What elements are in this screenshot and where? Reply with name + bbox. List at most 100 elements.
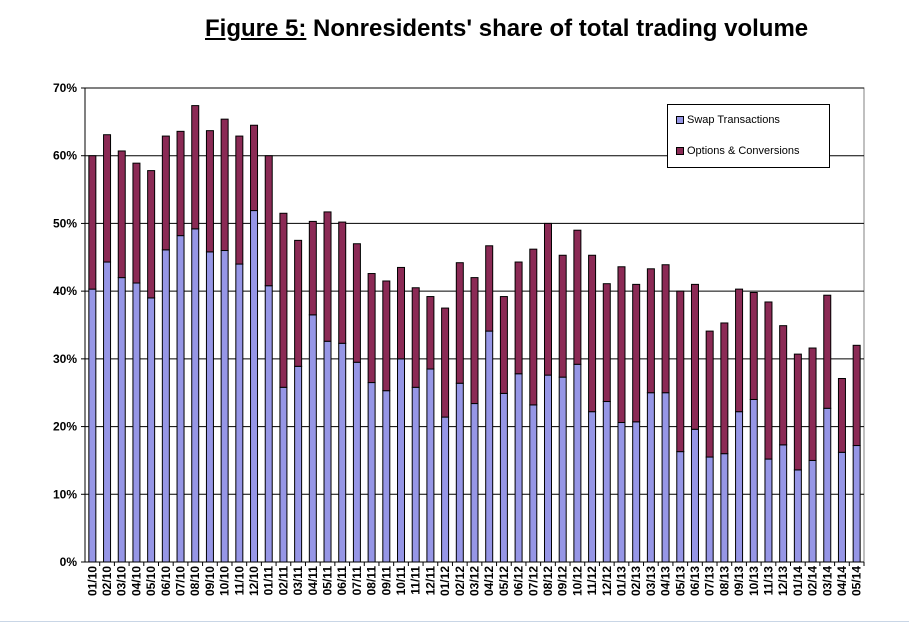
x-tick-label: 01/12 xyxy=(438,566,452,596)
x-tick-label: 09/13 xyxy=(732,566,746,596)
title-text: Nonresidents' share of total trading vol… xyxy=(313,15,809,42)
bar-options xyxy=(543,222,552,376)
x-tick-label: 10/12 xyxy=(570,566,584,596)
bar-options xyxy=(220,118,229,252)
bar-swap xyxy=(426,368,435,563)
bar-swap xyxy=(793,469,802,563)
bar-swap xyxy=(264,285,273,563)
x-tick-label: 10/10 xyxy=(218,566,232,596)
x-tick-label: 08/12 xyxy=(541,566,555,596)
bar-swap xyxy=(764,458,773,563)
legend-swatch-swap xyxy=(676,116,684,124)
bar-options xyxy=(529,248,538,406)
bar-swap xyxy=(191,228,200,563)
bar-swap xyxy=(705,456,714,563)
bar-options xyxy=(646,268,655,394)
y-tick-label: 30% xyxy=(53,352,77,366)
bar-swap xyxy=(499,392,508,563)
bar-swap xyxy=(720,453,729,563)
bar-options xyxy=(264,155,273,287)
bar-options xyxy=(485,245,494,332)
bar-swap xyxy=(235,263,244,563)
bar-options xyxy=(749,291,758,400)
x-tick-label: 08/10 xyxy=(188,566,202,596)
x-tick-label: 01/14 xyxy=(791,566,805,596)
x-tick-label: 12/11 xyxy=(423,566,437,596)
bar-options xyxy=(793,353,802,471)
legend-label-options: Options & Conversions xyxy=(687,145,800,157)
bar-options xyxy=(411,287,420,388)
bar-swap xyxy=(88,288,97,563)
x-tick-label: 04/14 xyxy=(835,566,849,596)
bar-swap xyxy=(588,411,597,563)
x-tick-labels: 01/10 02/10 03/10 04/10 05/10 06/10 07/10 08/10… xyxy=(85,566,863,596)
x-tick-label: 06/11 xyxy=(335,566,349,596)
x-tick-label: 09/10 xyxy=(203,566,217,596)
x-tick-label: 01/10 xyxy=(85,566,99,596)
legend-swatch-options xyxy=(676,147,684,155)
bar-options xyxy=(426,296,435,370)
axes xyxy=(81,87,865,566)
bar-options xyxy=(308,220,317,316)
x-tick-label: 09/11 xyxy=(379,566,393,596)
bar-swap xyxy=(411,386,420,563)
bar-swap xyxy=(250,210,259,563)
chart-title: Figure 5: Nonresidents' share of total t… xyxy=(205,15,845,43)
y-tick-label: 0% xyxy=(60,555,78,569)
bar-options xyxy=(279,212,288,388)
x-tick-label: 05/13 xyxy=(673,566,687,596)
bar-options xyxy=(632,283,641,423)
bar-options xyxy=(455,262,464,384)
bar-options xyxy=(205,130,214,253)
x-tick-label: 06/13 xyxy=(688,566,702,596)
bar-options xyxy=(294,239,303,367)
bar-options xyxy=(823,294,832,409)
bar-swap xyxy=(147,297,156,563)
bar-options xyxy=(720,322,729,455)
bar-options xyxy=(617,266,626,424)
bar-swap xyxy=(617,422,626,563)
bar-swap xyxy=(103,261,112,563)
x-tick-label: 12/12 xyxy=(600,566,614,596)
bar-options xyxy=(735,288,744,413)
y-tick-labels: 0% 10% 20% 30% 40% 50% 60% 70% xyxy=(53,81,77,569)
legend: Swap Transactions Options & Conversions xyxy=(667,104,830,168)
bar-options xyxy=(690,283,699,430)
legend-label-swap: Swap Transactions xyxy=(687,114,780,126)
x-tick-label: 03/11 xyxy=(291,566,305,596)
bar-swap xyxy=(749,398,758,563)
bar-options xyxy=(397,266,406,360)
x-tick-label: 06/10 xyxy=(159,566,173,596)
bar-swap xyxy=(352,361,361,563)
bar-options xyxy=(499,296,508,394)
bar-options xyxy=(588,254,597,413)
bar-options xyxy=(852,344,861,447)
bar-swap xyxy=(308,314,317,563)
bar-options xyxy=(338,221,347,344)
x-tick-label: 11/10 xyxy=(232,566,246,596)
x-tick-label: 06/12 xyxy=(512,566,526,596)
bar-swap xyxy=(455,382,464,563)
x-tick-label: 11/11 xyxy=(409,566,423,595)
bar-options xyxy=(661,264,670,394)
y-tick-label: 40% xyxy=(53,284,77,298)
bar-options xyxy=(103,134,112,263)
bar-options xyxy=(705,330,714,458)
x-tick-label: 02/11 xyxy=(276,566,290,596)
bar-swap xyxy=(279,386,288,563)
bar-options xyxy=(573,229,582,365)
x-tick-label: 01/13 xyxy=(614,566,628,596)
bar-swap xyxy=(823,407,832,563)
bar-swap xyxy=(646,392,655,563)
bar-options xyxy=(470,277,479,405)
x-tick-label: 05/10 xyxy=(144,566,158,596)
bar-options xyxy=(676,290,685,453)
bar-options xyxy=(808,347,817,461)
bar-options xyxy=(779,325,788,446)
legend-item-swap: Swap Transactions xyxy=(676,114,780,126)
x-tick-label: 02/10 xyxy=(100,566,114,596)
bar-options xyxy=(117,150,126,279)
bar-swap xyxy=(382,390,391,563)
bar-swap xyxy=(205,251,214,563)
bar-options xyxy=(514,261,523,375)
